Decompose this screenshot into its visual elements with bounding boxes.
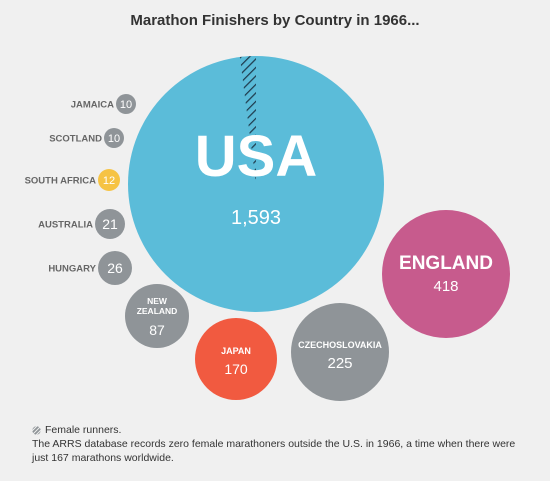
legend: Female runners. bbox=[32, 423, 532, 437]
bubble-label-australia: AUSTRALIA bbox=[38, 220, 93, 231]
footnote: The ARRS database records zero female ma… bbox=[32, 438, 516, 464]
bubble-label-scotland: SCOTLAND bbox=[49, 134, 102, 145]
bubble-label-hungary: HUNGARY bbox=[48, 264, 96, 275]
bubble-value-usa: 1,593 bbox=[231, 207, 281, 229]
bubble-label-jamaica: JAMAICA bbox=[71, 100, 114, 111]
bubble-label-usa: USA bbox=[195, 124, 317, 189]
hatch-swatch-icon bbox=[32, 425, 41, 435]
bubble-value-south-africa: 12 bbox=[103, 175, 115, 187]
bubble-new-zealand bbox=[125, 284, 189, 348]
bubble-value-hungary: 26 bbox=[107, 260, 123, 276]
bubble-label-new-zealand: NEW ZEALAND bbox=[137, 296, 178, 316]
bubble-value-japan: 170 bbox=[224, 361, 248, 377]
legend-label: Female runners. bbox=[45, 424, 122, 436]
bubble-value-australia: 21 bbox=[102, 216, 118, 232]
bubble-scotland bbox=[104, 128, 124, 148]
bubble-label-japan: JAPAN bbox=[221, 346, 251, 356]
female-share-wedge-usa bbox=[239, 56, 256, 184]
bubble-england bbox=[382, 210, 510, 338]
bubble-czechoslovakia bbox=[291, 303, 389, 401]
bubble-jamaica bbox=[116, 94, 136, 114]
bubble-label-south-africa: SOUTH AFRICA bbox=[25, 176, 97, 187]
bubble-value-jamaica: 10 bbox=[120, 99, 132, 111]
bubble-label-czechoslovakia: CZECHOSLOVAKIA bbox=[298, 340, 382, 350]
bubble-value-scotland: 10 bbox=[108, 133, 120, 145]
chart-title: Marathon Finishers by Country in 1966... bbox=[130, 12, 420, 29]
bubble-label-england: ENGLAND bbox=[399, 253, 493, 274]
bubble-japan bbox=[195, 318, 277, 400]
chart-footer: Female runners. The ARRS database record… bbox=[32, 423, 532, 465]
bubble-hungary bbox=[98, 251, 132, 285]
bubble-value-new-zealand: 87 bbox=[149, 322, 165, 338]
bubble-value-england: 418 bbox=[433, 278, 458, 295]
bubble-value-czechoslovakia: 225 bbox=[327, 355, 352, 372]
bubble-south-africa bbox=[98, 169, 120, 191]
bubble-australia bbox=[95, 209, 125, 239]
bubble-chart: USA 1,593 ENGLAND 418 CZECHOSLOVAKIA 225 JAPAN… bbox=[25, 56, 510, 401]
